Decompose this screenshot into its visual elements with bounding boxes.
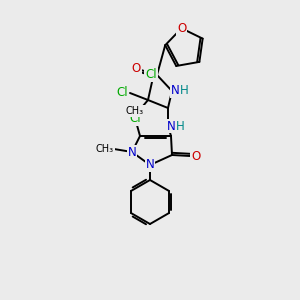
Text: N: N [128, 146, 136, 158]
Text: H: H [176, 119, 184, 133]
Text: Cl: Cl [145, 68, 157, 82]
Text: O: O [131, 62, 141, 76]
Text: O: O [177, 22, 186, 35]
Text: Cl: Cl [129, 112, 141, 125]
Text: Cl: Cl [116, 85, 128, 98]
Text: N: N [146, 158, 154, 172]
Text: CH₃: CH₃ [126, 106, 144, 116]
Text: H: H [180, 85, 188, 98]
Text: CH₃: CH₃ [96, 144, 114, 154]
Text: N: N [167, 119, 176, 133]
Text: N: N [171, 85, 179, 98]
Text: O: O [191, 149, 201, 163]
